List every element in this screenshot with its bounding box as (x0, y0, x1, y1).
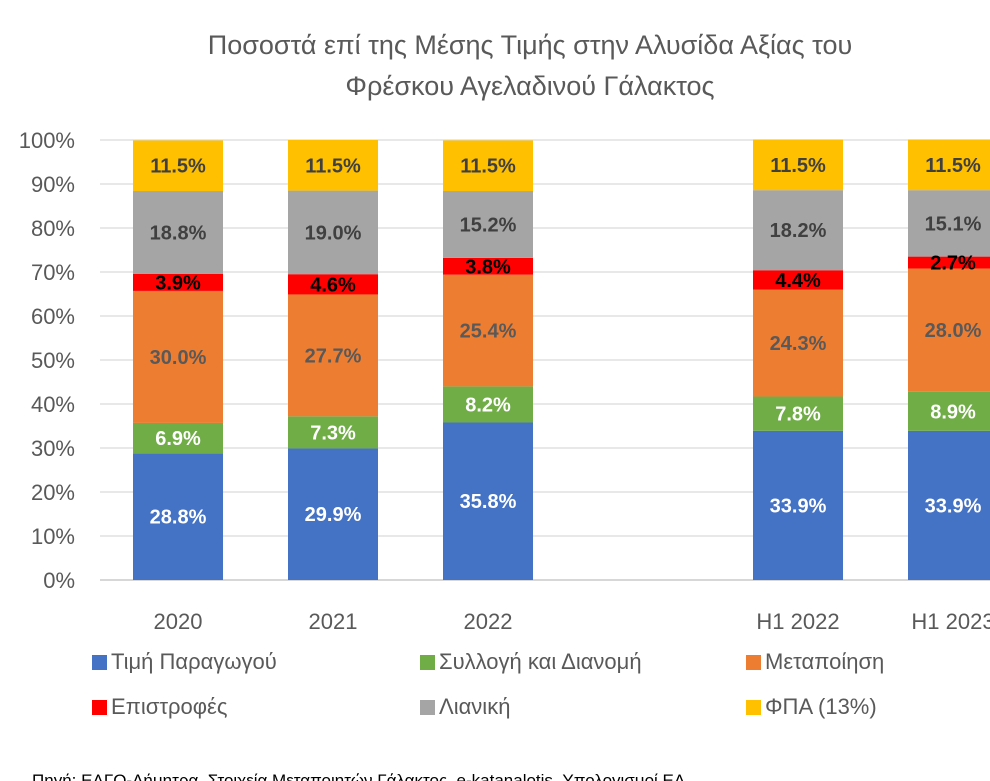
y-axis: 0% 10% 20% 30% 40% 50% 60% 70% 80% 90% 100% (19, 128, 75, 593)
bars (133, 139, 990, 580)
bar-segment (288, 274, 378, 295)
bar-segment (908, 256, 990, 269)
data-label: 4.6% (310, 274, 356, 296)
legend-swatch (746, 700, 761, 715)
legend-label: ΦΠΑ (13%) (765, 694, 877, 719)
data-label: 24.3% (770, 333, 827, 355)
bar-segment (288, 294, 378, 417)
source-note: Πηγή: ΕΛΓΟ-Δήμητρα, Στοιχεία Μεταποιητών… (32, 771, 686, 781)
bar-segment (133, 273, 223, 291)
gridlines (100, 139, 990, 581)
y-tick-label: 60% (31, 304, 75, 329)
bar-segment (443, 191, 533, 258)
data-label: 6.9% (155, 428, 201, 450)
data-labels: 28.8% 6.9% 30.0% 3.9% 18.8% 11.5% 29.9% 7.3% 27.… (150, 155, 982, 529)
data-label: 11.5% (770, 155, 826, 177)
data-label: 11.5% (460, 156, 516, 178)
legend-swatch (746, 655, 761, 670)
legend-label: Επιστροφές (111, 694, 227, 719)
data-label: 18.8% (150, 222, 207, 244)
y-tick-label: 50% (31, 348, 75, 373)
chart-title-line-2: Φρέσκου Αγελαδινού Γάλακτος (345, 71, 714, 101)
y-tick-label: 30% (31, 436, 75, 461)
bar-segment (908, 391, 990, 431)
bar-segment (288, 448, 378, 580)
data-label: 27.7% (305, 345, 362, 367)
bar-segment (133, 191, 223, 274)
bar-segment (133, 140, 223, 192)
y-tick-label: 80% (31, 216, 75, 241)
bar-segment (443, 257, 533, 275)
data-label: 18.2% (770, 220, 827, 242)
bar-segment (753, 190, 843, 271)
bar-segment (133, 290, 223, 423)
x-tick-label: H1 2022 (756, 609, 839, 634)
legend-swatch (92, 655, 107, 670)
y-tick-label: 20% (31, 480, 75, 505)
x-tick-label: 2021 (309, 609, 358, 634)
legend-label: Μεταποίηση (765, 649, 884, 674)
y-tick-label: 0% (43, 568, 75, 593)
data-label: 11.5% (925, 155, 981, 177)
chart-title: Ποσοστά επί της Μέσης Τιμής στην Αλυσίδα… (208, 30, 853, 101)
y-tick-label: 90% (31, 172, 75, 197)
data-label: 4.4% (775, 270, 821, 292)
bar-segment (908, 430, 990, 580)
x-tick-label: 2022 (464, 609, 513, 634)
data-label: 8.2% (465, 394, 511, 416)
chart-title-line-1: Ποσοστά επί της Μέσης Τιμής στην Αλυσίδα… (208, 30, 853, 60)
data-label: 28.0% (925, 320, 982, 342)
data-label: 33.9% (770, 495, 827, 517)
bar-segment (908, 268, 990, 392)
bar-segment (753, 270, 843, 290)
bar-segment (753, 396, 843, 431)
bar-segment (133, 422, 223, 454)
legend-swatch (420, 655, 435, 670)
legend-label: Συλλογή και Διανομή (439, 649, 642, 674)
bar-segment (443, 422, 533, 580)
data-label: 3.9% (155, 272, 201, 294)
y-tick-label: 40% (31, 392, 75, 417)
data-label: 3.8% (465, 256, 511, 278)
bar-segment (908, 190, 990, 257)
data-label: 11.5% (305, 155, 361, 177)
y-tick-label: 70% (31, 260, 75, 285)
legend-label: Λιανική (439, 694, 510, 719)
data-label: 15.1% (925, 213, 982, 235)
data-label: 29.9% (305, 504, 362, 526)
x-tick-label: H1 2023 (911, 609, 990, 634)
data-label: 15.2% (460, 214, 517, 236)
data-label: 28.8% (150, 507, 207, 529)
y-tick-label: 10% (31, 524, 75, 549)
bar-segment (753, 139, 843, 191)
bar-segment (908, 139, 990, 191)
bar-segment (753, 430, 843, 580)
data-label: 25.4% (460, 321, 517, 343)
bar-segment (288, 416, 378, 449)
bar-segment (443, 140, 533, 192)
x-axis: 2020 2021 2022 H1 2022 H1 2023 (154, 609, 990, 634)
data-label: 7.3% (310, 422, 356, 444)
data-label: 30.0% (150, 347, 207, 369)
data-label: 19.0% (305, 222, 362, 244)
data-label: 35.8% (460, 491, 517, 513)
data-label: 7.8% (775, 404, 821, 426)
bar-segment (443, 274, 533, 387)
bar-segment (288, 190, 378, 275)
bar-segment (288, 140, 378, 191)
data-label: 2.7% (930, 253, 976, 275)
bar-segment (133, 453, 223, 580)
data-label: 8.9% (930, 401, 976, 423)
legend-label: Τιμή Παραγωγού (111, 649, 277, 674)
legend-swatch (92, 700, 107, 715)
data-label: 11.5% (150, 156, 206, 178)
y-tick-label: 100% (19, 128, 75, 153)
x-tick-label: 2020 (154, 609, 203, 634)
bar-segment (753, 289, 843, 397)
legend: Τιμή Παραγωγού Συλλογή και Διανομή Μεταποί… (92, 649, 884, 719)
data-label: 33.9% (925, 495, 982, 517)
bar-segment (443, 386, 533, 423)
legend-swatch (420, 700, 435, 715)
